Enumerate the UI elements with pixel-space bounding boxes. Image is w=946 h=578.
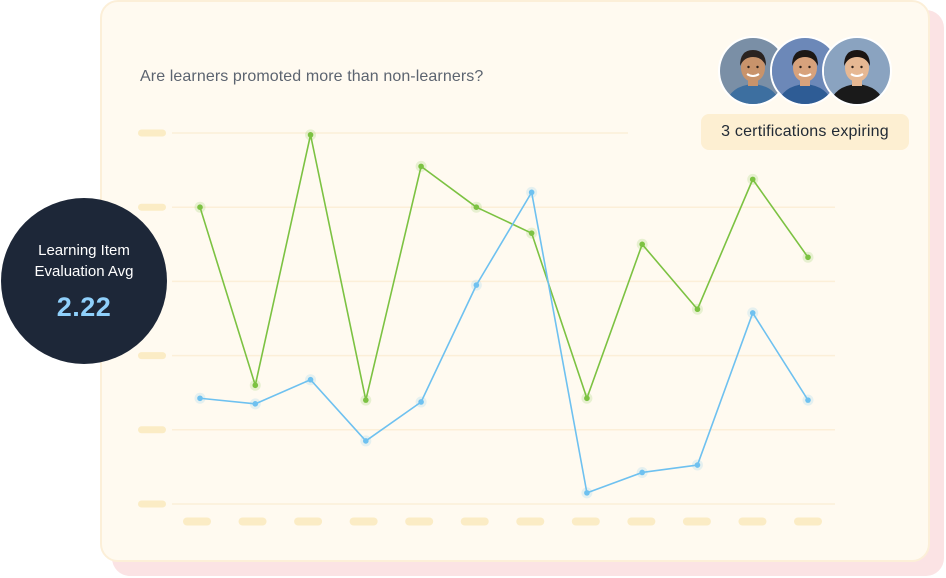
data-point <box>528 189 535 196</box>
x-tick-placeholder <box>794 517 822 526</box>
data-point <box>584 490 590 496</box>
stat-value: 2.22 <box>56 291 112 322</box>
data-point <box>749 310 756 316</box>
data-point <box>418 163 424 170</box>
y-tick-placeholder <box>138 129 166 137</box>
evaluation-avg-stat: Learning Item Evaluation Avg 2.22 <box>1 198 167 364</box>
data-point <box>307 376 314 383</box>
y-tick-placeholder <box>138 426 166 434</box>
avatar <box>718 36 788 106</box>
avatar <box>770 36 840 106</box>
y-tick-placeholder <box>138 203 166 211</box>
x-tick-placeholder <box>405 517 434 526</box>
data-point <box>197 395 203 402</box>
series-line-green <box>199 134 809 401</box>
avatar-3-icon <box>824 38 890 104</box>
badge-text: 3 certifications expiring <box>721 123 889 140</box>
data-point <box>639 241 645 248</box>
series-line-blue <box>199 191 809 494</box>
data-point <box>363 438 369 444</box>
chart-question: Are learners promoted more than non-lear… <box>140 68 484 85</box>
data-point <box>694 306 701 313</box>
data-point <box>252 382 259 389</box>
data-point <box>363 397 369 403</box>
x-tick-placeholder <box>460 517 489 526</box>
x-tick-placeholder <box>349 517 378 526</box>
x-tick-placeholder <box>238 517 267 526</box>
avatar-group <box>718 36 893 110</box>
x-tick-placeholder <box>738 517 767 526</box>
data-point <box>197 204 203 210</box>
data-point <box>252 401 259 407</box>
avatar-1-icon <box>720 38 786 104</box>
data-point <box>639 469 645 476</box>
y-tick-placeholder <box>138 500 166 508</box>
data-point <box>418 399 424 405</box>
x-tick-placeholder <box>682 517 711 526</box>
data-point <box>473 204 480 210</box>
y-tick-placeholder <box>138 352 166 360</box>
data-point <box>584 395 590 402</box>
avatar <box>822 36 892 106</box>
data-point <box>528 230 535 236</box>
data-point <box>749 176 756 183</box>
certifications-expiring-badge[interactable]: 3 certifications expiring <box>701 114 909 150</box>
data-point <box>473 282 480 288</box>
x-tick-placeholder <box>571 517 600 526</box>
x-tick-placeholder <box>516 517 545 526</box>
data-point <box>694 462 701 468</box>
x-tick-placeholder <box>294 517 323 526</box>
data-point <box>805 254 811 261</box>
stat-label: Learning Item Evaluation Avg <box>34 241 134 280</box>
x-tick-placeholder <box>183 517 211 526</box>
data-point <box>805 397 811 403</box>
data-point <box>307 132 314 138</box>
x-tick-placeholder <box>627 517 656 526</box>
